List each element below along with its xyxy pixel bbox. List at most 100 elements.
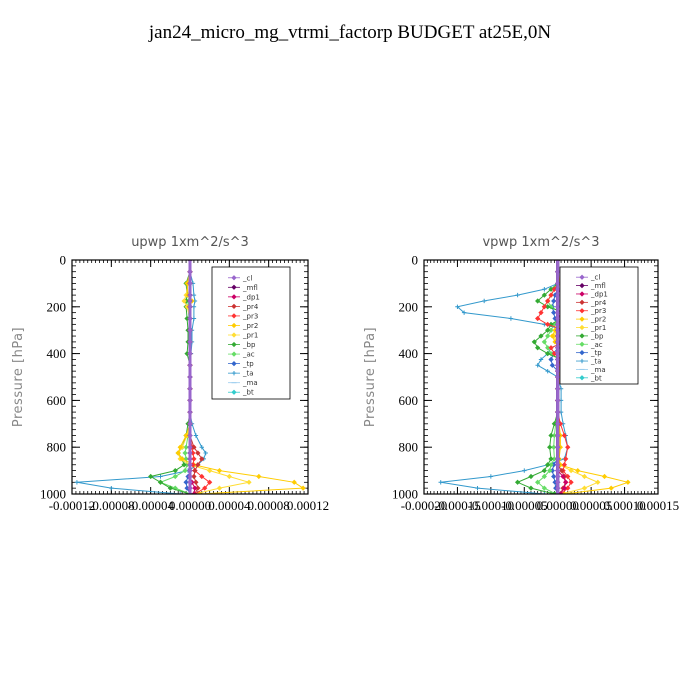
data-point: [187, 409, 193, 415]
data-point: [199, 456, 205, 462]
data-point: [549, 362, 555, 368]
data-point: [549, 333, 555, 339]
data-point: [246, 479, 252, 485]
data-point: [548, 432, 554, 439]
legend-label: _pr3: [590, 307, 606, 315]
data-point: [555, 462, 561, 468]
data-point: [555, 298, 561, 304]
data-point: [538, 333, 544, 339]
data-point: [555, 485, 561, 491]
data-point: [187, 304, 193, 310]
data-point: [177, 491, 183, 494]
data-point: [216, 467, 223, 474]
series-group: [74, 260, 306, 494]
data-point: [555, 473, 561, 480]
legend-label: _pr1: [590, 324, 606, 332]
data-point: [538, 310, 544, 316]
data-point: [515, 292, 520, 298]
data-point: [183, 479, 189, 485]
data-point: [535, 363, 540, 368]
legend-label: _bp: [242, 341, 256, 349]
data-point: [192, 485, 198, 491]
legend-label: _ac: [242, 351, 255, 359]
plot-frame: [71, 259, 309, 495]
data-point: [187, 473, 193, 480]
data-point: [193, 479, 199, 485]
data-point: [528, 485, 534, 491]
data-point: [157, 479, 164, 485]
data-point: [541, 339, 547, 345]
data-point: [182, 450, 188, 456]
data-point: [187, 298, 193, 304]
data-point: [555, 280, 561, 287]
data-point: [542, 491, 547, 494]
x-tick-label: 0.00010: [603, 498, 645, 513]
data-point: [535, 345, 541, 351]
plot-frame: [423, 259, 659, 495]
legend-marker: [579, 350, 585, 356]
chart-panel-2: vpwp 1xm^2/s^3 Pressure [hPa] 0 200 400 600 80…: [363, 235, 679, 513]
x-tick-label: 0.00015: [637, 498, 679, 513]
data-point: [545, 462, 551, 468]
legend-label: _cl: [242, 274, 252, 282]
data-point: [581, 473, 588, 480]
legend-label: _ta: [590, 358, 602, 366]
legend-marker: [579, 324, 585, 331]
data-point: [199, 445, 204, 450]
data-point: [551, 473, 557, 480]
data-point: [167, 485, 173, 491]
data-point: [187, 479, 193, 485]
series-cl: [187, 260, 193, 494]
legend-label: _bt: [590, 374, 602, 382]
data-point: [555, 292, 561, 298]
y-tick-label: 0: [60, 253, 67, 268]
data-point: [545, 333, 551, 339]
y-tick-label: 600: [399, 393, 419, 408]
data-point: [548, 356, 554, 363]
data-point: [187, 315, 193, 322]
legend-label: _tp: [242, 360, 254, 368]
data-point: [545, 368, 550, 374]
data-point: [625, 479, 631, 485]
data-point: [535, 479, 541, 485]
data-point: [555, 356, 561, 363]
legend: _cl_mfl_dp1_pr4_pr3_pr2_pr1_bp_ac_tp_ta_…: [559, 266, 639, 385]
legend-marker: [231, 284, 237, 290]
data-point: [291, 479, 297, 485]
data-point: [545, 350, 551, 357]
data-point: [195, 462, 201, 468]
data-point: [187, 456, 193, 462]
data-point: [531, 339, 537, 345]
legend-marker: [231, 351, 237, 357]
data-point: [187, 421, 193, 427]
data-point: [560, 473, 566, 480]
data-point: [74, 480, 80, 485]
data-point: [216, 485, 223, 491]
data-point: [555, 432, 561, 439]
data-point: [542, 287, 547, 292]
legend-label: _ac: [590, 341, 603, 349]
data-point: [555, 321, 561, 327]
data-point: [559, 467, 565, 474]
data-point: [535, 315, 541, 322]
data-point: [548, 345, 554, 351]
legend-marker: [231, 294, 237, 300]
legend-marker: [579, 282, 585, 289]
legend-marker: [579, 358, 585, 364]
panel-title: upwp 1xm^2/s^3: [131, 235, 249, 250]
x-tick-label: 0.00005: [570, 498, 612, 513]
legend-label: _cl: [590, 274, 600, 282]
legend-marker: [231, 360, 237, 367]
x-tick-label: -0.00015: [434, 498, 481, 513]
data-point: [608, 485, 614, 491]
legend-marker: [231, 341, 237, 348]
legend-marker: [231, 322, 237, 329]
y-tick-label: 200: [399, 299, 419, 314]
data-point: [187, 467, 193, 474]
data-point: [555, 333, 561, 339]
legend-marker: [579, 308, 585, 314]
data-point: [187, 374, 193, 380]
data-point: [555, 362, 561, 368]
data-point: [195, 450, 201, 456]
